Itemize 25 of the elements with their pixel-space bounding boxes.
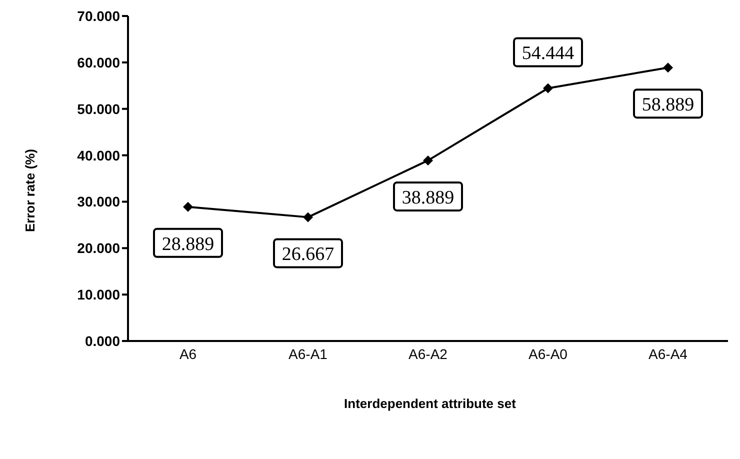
y-tick-label: 0.000 (84, 332, 120, 349)
x-tick-label: A6-A4 (648, 346, 688, 362)
y-tick-label: 10.000 (77, 286, 120, 303)
x-tick-label: A6-A2 (408, 346, 448, 362)
y-tick-label: 60.000 (77, 54, 120, 70)
x-tick-label: A6 (179, 346, 197, 362)
data-label: 58.889 (642, 94, 694, 116)
y-tick-label: 70.000 (77, 8, 120, 24)
point (183, 202, 193, 212)
y-axis-title: Error rate (%) (22, 148, 38, 232)
data-label: 54.444 (522, 43, 575, 64)
point (663, 62, 673, 73)
x-axis-title: Interdependent attribute set (343, 396, 517, 411)
y-tick-label: 20.000 (77, 240, 120, 256)
point (423, 155, 433, 166)
data-label: 28.889 (162, 234, 214, 255)
x-tick-label: A6-A1 (288, 346, 328, 362)
data-label: 38.889 (402, 187, 454, 208)
y-tick-label: 40.000 (77, 147, 120, 164)
point (303, 212, 313, 222)
x-tick-label: A6-A0 (528, 346, 568, 362)
y-tick-label: 50.000 (77, 100, 120, 117)
point (543, 83, 553, 94)
y-tick-label: 30.000 (77, 194, 120, 210)
data-label: 26.667 (282, 244, 334, 266)
